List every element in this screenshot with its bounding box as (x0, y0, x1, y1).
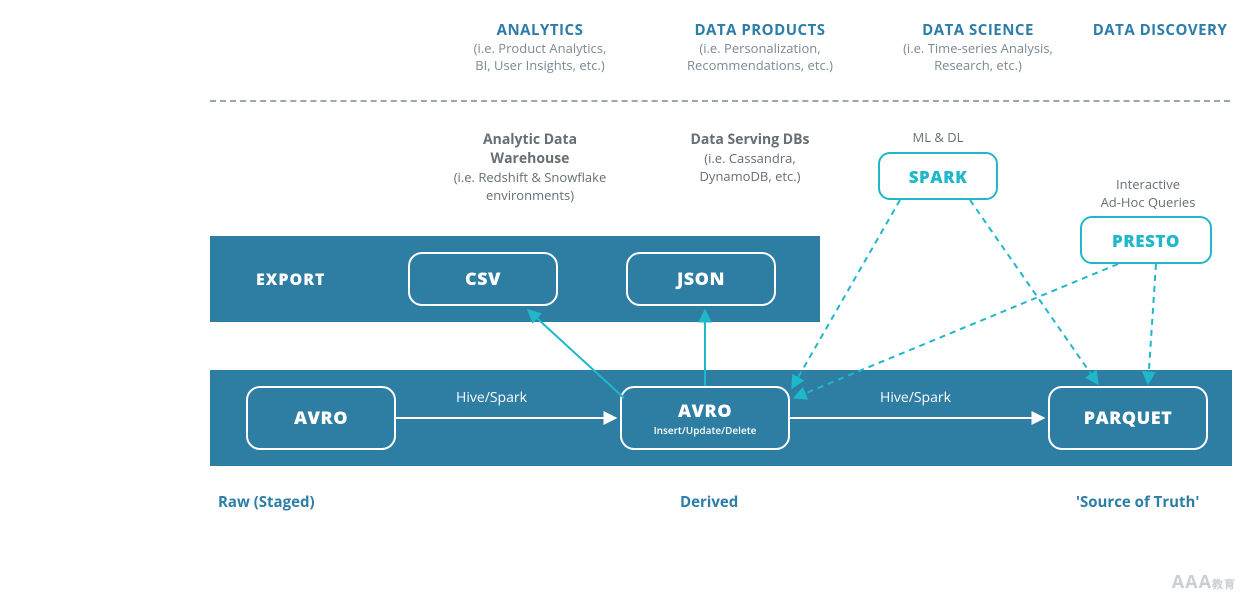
section-divider (210, 100, 1230, 102)
label-analytic-warehouse: Analytic DataWarehouse (i.e. Redshift & … (400, 130, 660, 204)
node-label: JSON (677, 267, 725, 291)
node-parquet: PARQUET (1048, 386, 1208, 450)
node-presto: PRESTO (1080, 216, 1212, 264)
node-avro-derived: AVRO Insert/Update/Delete (620, 386, 790, 450)
header-data-discovery: DATA DISCOVERY (1075, 20, 1245, 40)
node-avro-raw: AVRO (246, 386, 396, 450)
export-label: EXPORT (256, 268, 326, 290)
label-adhoc-queries: InteractiveAd-Hoc Queries (1058, 175, 1238, 211)
header-analytics: ANALYTICS (i.e. Product Analytics,BI, Us… (430, 20, 650, 74)
node-spark: SPARK (878, 152, 998, 200)
node-label: SPARK (909, 165, 968, 188)
node-label: AVRO (294, 406, 348, 430)
header-title: ANALYTICS (430, 20, 650, 40)
header-title: DATA PRODUCTS (650, 20, 870, 40)
watermark-sub: 教育 (1212, 577, 1236, 592)
flow-label-1: Hive/Spark (456, 388, 527, 407)
node-label: CSV (465, 267, 501, 291)
header-title: DATA SCIENCE (868, 20, 1088, 40)
node-sublabel: Insert/Update/Delete (654, 423, 757, 437)
node-label: PRESTO (1112, 229, 1180, 252)
node-label: AVRO (678, 399, 732, 423)
flow-label-2: Hive/Spark (880, 388, 951, 407)
header-title: DATA DISCOVERY (1075, 20, 1245, 40)
node-json: JSON (626, 252, 776, 306)
watermark: AAA教育 (1172, 570, 1236, 594)
header-data-products: DATA PRODUCTS (i.e. Personalization,Reco… (650, 20, 870, 74)
arrow-presto-to-parquet (1148, 264, 1156, 384)
stage-label-raw: Raw (Staged) (218, 492, 315, 512)
label-serving-dbs: Data Serving DBs (i.e. Cassandra,DynamoD… (640, 130, 860, 185)
arrow-spark-to-parquet (970, 200, 1098, 384)
header-subtitle: (i.e. Product Analytics,BI, User Insight… (430, 40, 650, 74)
stage-label-derived: Derived (680, 492, 738, 512)
node-csv: CSV (408, 252, 558, 306)
watermark-main: AAA (1172, 570, 1212, 594)
stage-label-truth: 'Source of Truth' (1076, 492, 1199, 512)
header-subtitle: (i.e. Time-series Analysis,Research, etc… (868, 40, 1088, 74)
header-data-science: DATA SCIENCE (i.e. Time-series Analysis,… (868, 20, 1088, 74)
node-label: PARQUET (1084, 406, 1173, 430)
label-ml-dl: ML & DL (878, 128, 998, 146)
header-subtitle: (i.e. Personalization,Recommendations, e… (650, 40, 870, 74)
